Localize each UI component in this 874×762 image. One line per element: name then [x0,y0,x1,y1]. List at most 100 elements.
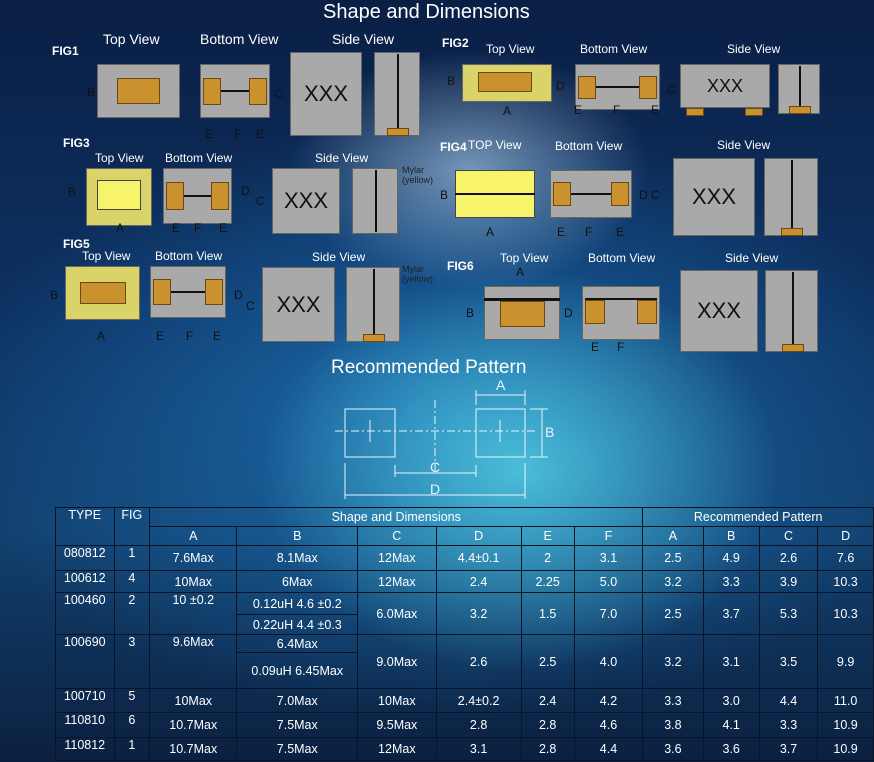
fig6-side-marking: XXX [680,270,758,352]
table-row: 110812 1 10.7Max 7.5Max 12Max 3.1 2.8 4.4 3.6 3.6… [55,737,874,761]
fig5-dim-e: E [156,329,165,343]
fig4-dim-f: F [585,225,593,239]
fig3-label: FIG3 [63,136,90,150]
cell-pa: 2.5 [642,545,704,571]
col-header: B [702,526,760,546]
cell-d: 3.1 [435,737,522,761]
fig5-top-terminal [80,282,126,304]
table-row: 100710 5 10Max 7.0Max 10Max 2.4±0.2 2.4 4.2 3.3 3… [55,688,874,713]
spec-table: TYPE FIG Shape and Dimensions Recommende… [55,507,874,761]
fig3-mylar-label: Mylar [402,165,424,175]
cell-a: 10 ±0.2 [149,592,238,635]
cell-b: 0.09uH 6.45Max [236,652,359,689]
fig4-side-view-seam [791,160,793,234]
cell-c: 10Max [357,688,437,713]
fig6-side-view-terminal [781,344,804,352]
cell-pb: 3.0 [702,688,760,713]
cell-pd: 10.3 [817,570,874,593]
table-subrow: 0.22uH 4.4 ±0.3 [56,614,874,635]
cell-c: 12Max [357,570,437,593]
cell-e: 2.8 [520,712,575,738]
fig4-label: FIG4 [440,140,467,154]
cell-b: 0.12uH 4.6 ±0.2 [236,592,359,615]
col-header: F [573,526,644,546]
cell-b: 0.22uH 4.4 ±0.3 [236,614,359,635]
cell-pc: 4.4 [758,688,819,713]
cell-d: 2.6 [435,634,522,689]
fig5-side-view-terminal [363,334,385,342]
cell-pc: 5.3 [758,592,819,635]
dim-b: B [545,424,554,440]
cell-d: 2.4±0.2 [435,688,522,713]
cell-d: 2.8 [435,712,522,738]
fig4-view-label: Side View [717,138,771,152]
pad-left [344,408,396,458]
fig2-side-view-terminal [789,106,811,114]
fig5-bottom-view-line [154,291,222,293]
group-shape: Shape and Dimensions [149,507,644,527]
dim-a: A [496,377,506,393]
fig3-mylar-label-2: (yellow) [402,175,434,185]
fig5-dim-a: A [97,329,106,343]
fig6-line [585,298,657,300]
fig3-dim-f: F [194,221,202,235]
cell-c: 12Max [357,545,437,571]
col-header: C [758,526,819,546]
fig2-side-view-seam [799,66,801,112]
cell-fig: 1 [113,737,151,761]
fig6-dim-d: D [564,306,573,320]
cell-pd: 7.6 [817,545,874,571]
fig5-dim-b: B [50,288,59,302]
fig1-dim-e: E [256,127,265,141]
fig5-dim-c: C [246,299,255,313]
cell-c: 9.5Max [357,712,437,738]
fig6-dim-f: F [617,340,625,354]
cell-pb: 3.7 [702,592,760,635]
fig5-dim-d: D [234,288,243,302]
fig5-view-label: Top View [82,249,131,263]
fig2-dim-e: E [574,103,583,117]
fig4-seam [455,193,535,195]
col-header: A [642,526,704,546]
fig3-view-label: Side View [315,151,369,165]
cell-e: 2.25 [520,570,575,593]
fig2-bottom-view-line [579,86,656,88]
table-row: 080812 1 7.6Max 8.1Max 12Max 4.4±0.1 2 3.1 2.5 4.… [55,545,874,571]
cell-pa: 3.8 [642,712,704,738]
table-row: 100460 2 10 ±0.2 0.12uH 4.6 ±0.2 6.0Max 3.2 1.… [55,592,874,635]
fig6-view-label: Side View [725,251,779,265]
cell-e: 2.5 [520,634,575,689]
cell-pb: 4.9 [702,545,760,571]
cell-c: 9.0Max [357,634,437,689]
fig1-bottom-view-line [204,90,266,92]
fig1-dim-e: E [205,127,214,141]
cell-pc: 3.7 [758,737,819,761]
fig2-dim-e: E [651,103,660,117]
col-fig: FIG [113,507,151,546]
cell-type: 110812 [55,737,115,761]
cell-e: 2.4 [520,688,575,713]
cell-b: 6.4Max [236,634,359,653]
fig6-dim-e: E [591,340,600,354]
fig4-dim-d: D [639,188,648,202]
fig2-pad [745,108,763,116]
pad-right [475,408,526,458]
recommended-pattern-diagram: A B C D [335,377,554,499]
cell-fig: 4 [113,570,151,593]
cell-d: 2.4 [435,570,522,593]
cell-c: 12Max [357,737,437,761]
fig1-view-label: Bottom View [200,31,279,47]
fig6-view-label: Bottom View [588,251,656,265]
fig4-view-label: Bottom View [555,139,623,153]
fig4-bottom-view-pad-right [611,182,629,206]
cell-fig: 5 [113,688,151,713]
fig3-dim-b: B [68,185,77,199]
fig1-bottom-view-pad-right [249,77,267,105]
cell-pa: 3.2 [642,570,704,593]
fig2-dim-c: C [667,83,676,97]
fig3-dim-e: E [219,221,228,235]
fig6-pad-right [637,300,657,324]
fig2-dim-f: F [613,103,621,117]
table-subrow: 0.09uH 6.45Max [56,652,874,689]
cell-pa: 3.6 [642,737,704,761]
